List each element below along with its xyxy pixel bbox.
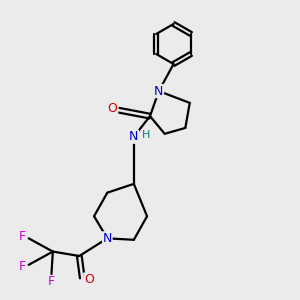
Text: N: N [129, 130, 139, 143]
Text: N: N [103, 232, 112, 245]
Text: H: H [142, 130, 150, 140]
Text: F: F [19, 230, 26, 243]
Text: O: O [84, 273, 94, 286]
Text: F: F [19, 260, 26, 273]
Text: F: F [48, 275, 55, 288]
Text: N: N [154, 85, 164, 98]
Text: O: O [108, 102, 118, 115]
